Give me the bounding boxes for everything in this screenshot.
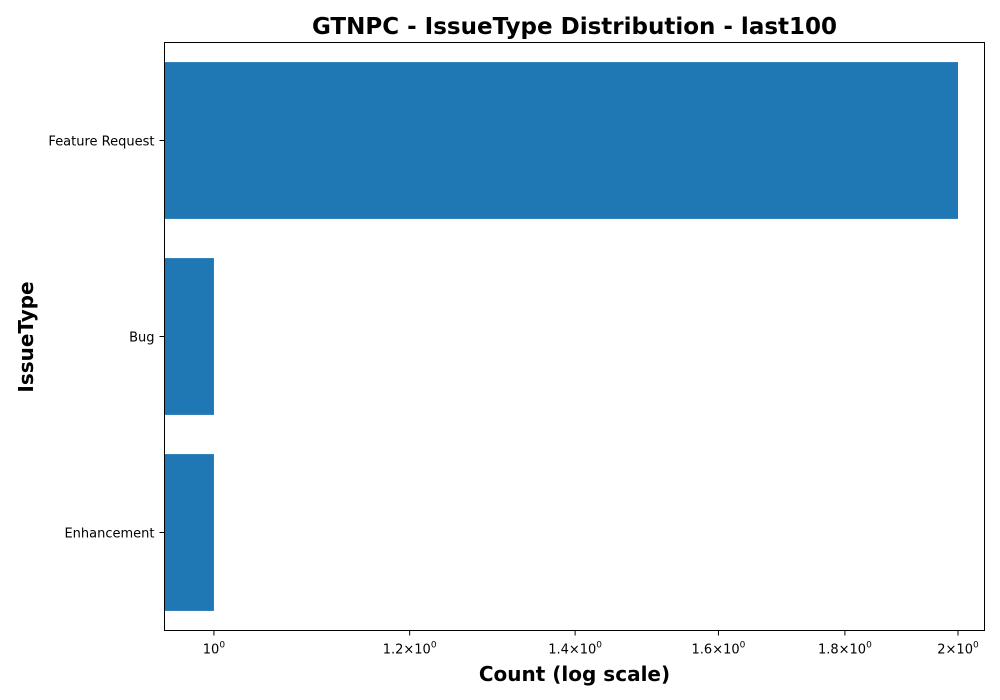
y-axis-ticks: Feature Request Bug Enhancement [48,135,164,542]
x-axis-ticks: 100 1.2×100 1.4×100 1.6×100 1.8×100 2×100 [203,631,979,658]
x-tick-label-2: 1.4×100 [548,641,602,658]
x-tick-label-3: 1.6×100 [692,641,746,658]
y-axis-label: IssueType [14,281,38,392]
x-tick-label-5: 2×100 [937,641,979,658]
bar-enhancement [165,454,214,611]
bar-feature-request [165,62,958,219]
x-tick-label-4: 1.8×100 [818,641,872,658]
x-axis-label: Count (log scale) [479,662,670,686]
x-tick-label-1: 1.2×100 [383,641,437,658]
x-tick-label-0: 100 [203,641,226,658]
chart-title: GTNPC - IssueType Distribution - last100 [312,14,837,40]
y-tick-label-feature-request: Feature Request [48,135,154,150]
y-tick-label-enhancement: Enhancement [64,527,154,542]
bar-bug [165,258,214,415]
y-tick-label-bug: Bug [129,331,154,346]
bars-group [165,62,958,611]
